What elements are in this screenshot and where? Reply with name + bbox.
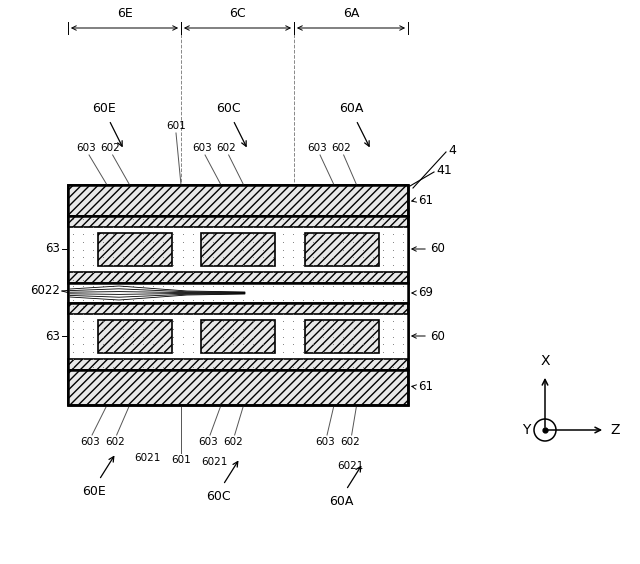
Bar — [68, 303, 408, 314]
Text: Z: Z — [610, 423, 620, 437]
Bar — [68, 359, 408, 370]
Text: 61: 61 — [418, 193, 433, 206]
Bar — [97, 320, 172, 353]
Bar — [305, 320, 378, 353]
Bar — [68, 216, 408, 227]
Bar — [97, 233, 172, 266]
Text: 69: 69 — [418, 287, 433, 299]
Text: 63: 63 — [45, 243, 60, 255]
Bar — [201, 233, 275, 266]
Text: 6E: 6E — [116, 7, 132, 20]
Bar — [68, 185, 408, 405]
Text: 60A: 60A — [329, 495, 353, 508]
Text: 602: 602 — [340, 437, 360, 447]
Text: 603: 603 — [307, 143, 327, 153]
Bar — [201, 320, 275, 353]
Text: 602: 602 — [223, 437, 243, 447]
Text: 61: 61 — [418, 381, 433, 394]
Text: 41: 41 — [436, 164, 452, 177]
Bar — [305, 233, 378, 266]
Bar — [68, 185, 408, 216]
Text: 6021: 6021 — [134, 453, 160, 463]
Text: 63: 63 — [45, 329, 60, 342]
Text: 603: 603 — [192, 143, 212, 153]
Text: 6021: 6021 — [202, 457, 228, 467]
Bar — [68, 272, 408, 283]
Bar — [68, 303, 408, 370]
Text: 60C: 60C — [205, 490, 230, 503]
Text: 6021: 6021 — [337, 461, 364, 471]
Text: 60: 60 — [430, 329, 445, 342]
Text: 6022: 6022 — [30, 284, 60, 297]
Text: 602: 602 — [105, 437, 125, 447]
Text: 60E: 60E — [92, 102, 116, 115]
Text: X: X — [540, 354, 550, 368]
Bar — [68, 370, 408, 405]
Text: 601: 601 — [166, 121, 186, 131]
Text: 60A: 60A — [339, 102, 363, 115]
Text: 602: 602 — [331, 143, 351, 153]
Text: 603: 603 — [315, 437, 335, 447]
Text: 603: 603 — [198, 437, 218, 447]
Text: 603: 603 — [76, 143, 96, 153]
Text: 602: 602 — [100, 143, 120, 153]
Text: 602: 602 — [216, 143, 236, 153]
Bar — [68, 283, 408, 303]
Bar — [68, 185, 408, 405]
Text: 601: 601 — [171, 455, 191, 465]
Text: 60: 60 — [430, 243, 445, 255]
Text: 4: 4 — [448, 143, 456, 156]
Text: 6C: 6C — [229, 7, 246, 20]
Text: 60E: 60E — [82, 485, 106, 498]
Text: Y: Y — [522, 423, 530, 437]
Text: 603: 603 — [80, 437, 100, 447]
Text: 6A: 6A — [343, 7, 359, 20]
Bar — [68, 216, 408, 283]
Text: 60C: 60C — [216, 102, 240, 115]
